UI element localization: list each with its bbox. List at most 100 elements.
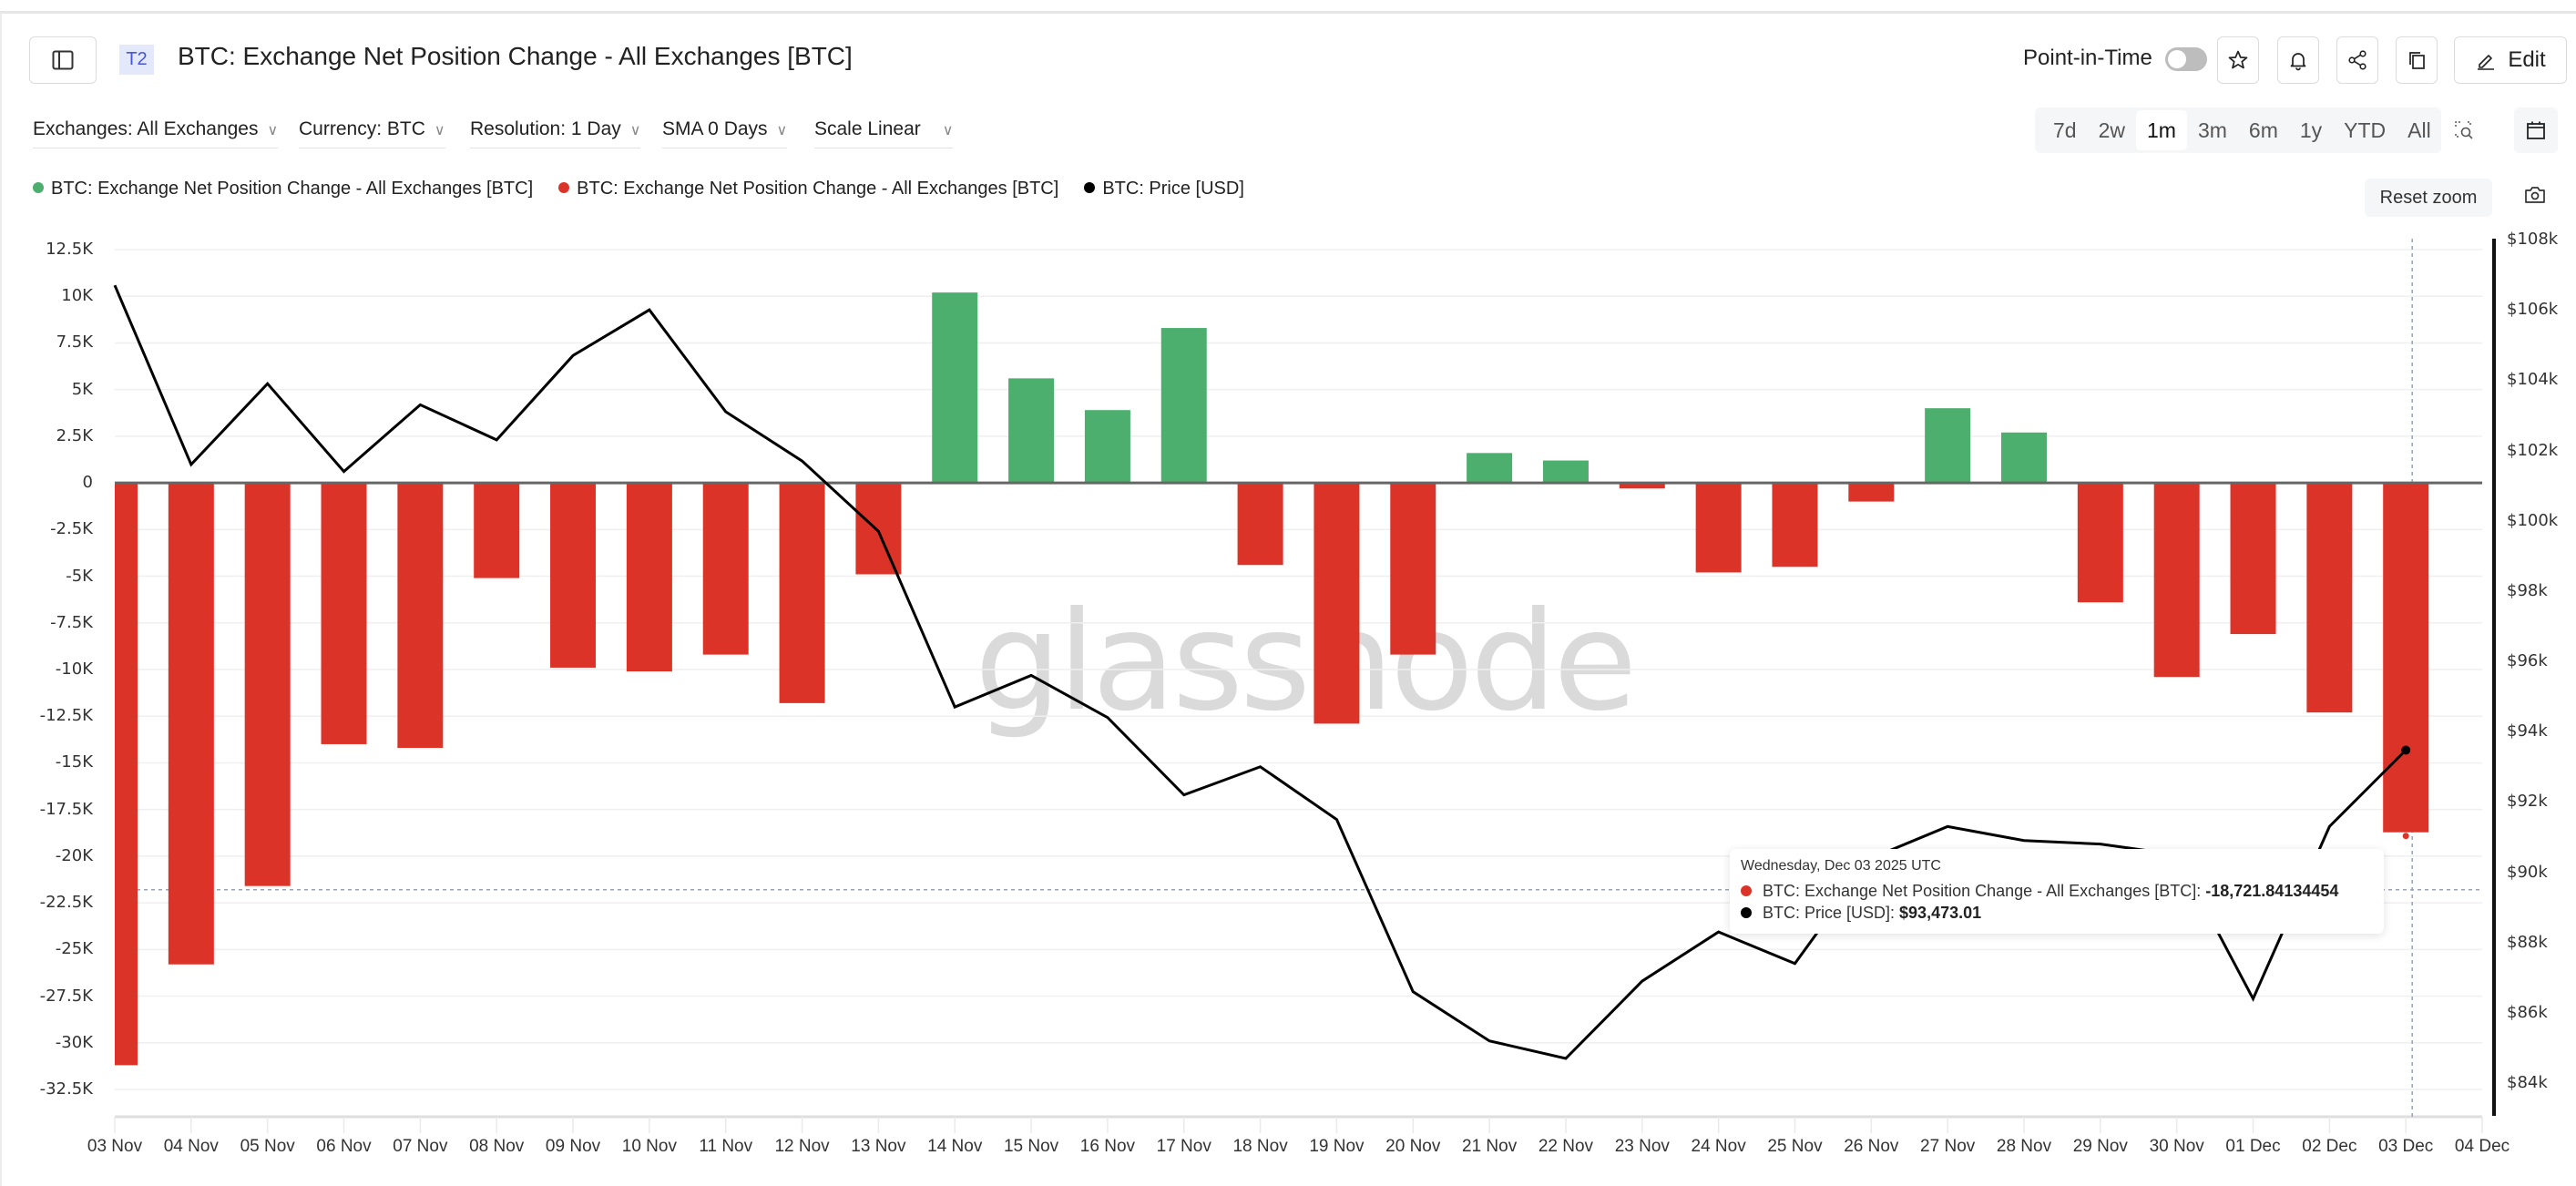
price-tick-label: $90k [2507, 862, 2548, 882]
price-tick-label: $100k [2507, 510, 2559, 530]
chart-legend: BTC: Exchange Net Position Change - All … [33, 179, 1244, 199]
price-tick-label: $106k [2507, 300, 2559, 320]
duplicate-button[interactable] [2396, 36, 2438, 84]
bar[interactable] [1160, 328, 1207, 484]
bar[interactable] [115, 483, 138, 1066]
x-tick-label: 01 Dec [2225, 1137, 2281, 1156]
bar[interactable] [2077, 483, 2123, 603]
legend-item-outflow[interactable]: BTC: Exchange Net Position Change - All … [558, 179, 1058, 199]
y-tick-label: -12.5K [39, 706, 93, 726]
x-tick-label: 14 Nov [927, 1137, 983, 1156]
x-tick-label: 19 Nov [1309, 1137, 1365, 1156]
dropdown-label: Scale Linear [814, 118, 921, 139]
price-tick-label: $98k [2507, 580, 2548, 600]
x-tick-label: 11 Nov [699, 1137, 753, 1156]
bar[interactable] [321, 483, 367, 744]
bar[interactable] [1695, 483, 1742, 573]
currency-dropdown[interactable]: Currency: BTC ∨ [299, 118, 445, 148]
bar[interactable] [1314, 483, 1360, 724]
edit-label: Edit [2508, 47, 2546, 72]
bar[interactable] [626, 483, 672, 672]
legend-label: BTC: Exchange Net Position Change - All … [51, 179, 534, 199]
range-6m[interactable]: 6m [2248, 118, 2278, 142]
point-in-time-label: Point-in-Time [2023, 46, 2152, 70]
zoom-select-button[interactable] [2442, 110, 2486, 150]
range-2w[interactable]: 2w [2098, 118, 2125, 142]
bar[interactable] [168, 483, 214, 965]
x-tick-label: 25 Nov [1767, 1137, 1823, 1156]
bar[interactable] [1925, 408, 1971, 484]
x-tick-label: 30 Nov [2149, 1137, 2204, 1156]
x-tick-label: 15 Nov [1003, 1137, 1059, 1156]
y-tick-label: -15K [55, 752, 93, 772]
reset-zoom-button[interactable]: Reset zoom [2365, 179, 2492, 217]
x-tick-label: 29 Nov [2072, 1137, 2128, 1156]
date-picker-button[interactable] [2514, 107, 2558, 153]
bar[interactable] [474, 483, 520, 578]
calendar-icon [2527, 121, 2545, 139]
tooltip-dot-red [1741, 885, 1752, 896]
legend-item-price[interactable]: BTC: Price [USD] [1084, 179, 1244, 199]
y-tick-label: 5K [71, 379, 93, 399]
bar[interactable] [1237, 483, 1283, 566]
range-7d[interactable]: 7d [2053, 118, 2077, 142]
range-all[interactable]: All [2407, 118, 2431, 142]
edit-button[interactable]: Edit [2454, 36, 2567, 84]
bar[interactable] [1084, 410, 1130, 484]
bar[interactable] [1772, 483, 1818, 567]
range-3m[interactable]: 3m [2197, 118, 2227, 142]
bar[interactable] [1467, 453, 1513, 484]
range-1m[interactable]: 1m [2136, 110, 2187, 150]
bar[interactable] [932, 292, 978, 484]
bar[interactable] [1542, 460, 1589, 484]
scale-dropdown[interactable]: Scale Linear ∨ [814, 118, 954, 148]
x-tick-label: 02 Dec [2302, 1137, 2357, 1156]
bar[interactable] [2001, 432, 2047, 484]
y-tick-label: -10K [55, 659, 93, 679]
bar[interactable] [702, 483, 749, 655]
bar[interactable] [2306, 483, 2353, 713]
y-tick-label: -20K [55, 845, 93, 865]
price-tick-label: $84k [2507, 1073, 2548, 1092]
legend-dot-green [33, 182, 44, 193]
bar[interactable] [244, 483, 291, 886]
bar[interactable] [779, 483, 825, 703]
range-ytd[interactable]: YTD [2344, 118, 2387, 142]
resolution-dropdown[interactable]: Resolution: 1 Day ∨ [470, 118, 641, 148]
share-button[interactable] [2336, 36, 2378, 84]
screenshot-button[interactable] [2523, 184, 2547, 210]
star-icon [2228, 50, 2248, 69]
favorite-button[interactable] [2217, 36, 2259, 84]
bar[interactable] [2153, 483, 2200, 678]
bar[interactable] [1390, 483, 1436, 655]
tooltip-value: $93,473.01 [1899, 904, 1982, 922]
point-in-time-toggle[interactable] [2165, 47, 2207, 71]
bar[interactable] [2383, 483, 2429, 833]
x-tick-label: 17 Nov [1156, 1137, 1211, 1156]
x-tick-label: 28 Nov [1996, 1137, 2052, 1156]
y-tick-label: -30K [55, 1032, 93, 1052]
bar[interactable] [1619, 483, 1665, 489]
bar[interactable] [1848, 483, 1895, 502]
chevron-down-icon: ∨ [434, 123, 445, 138]
exchanges-dropdown[interactable]: Exchanges: All Exchanges ∨ [33, 118, 279, 148]
bar[interactable] [397, 483, 444, 749]
y-tick-label: 2.5K [56, 425, 93, 445]
bar[interactable] [550, 483, 597, 668]
bar[interactable] [1008, 378, 1055, 484]
x-tick-label: 13 Nov [851, 1137, 906, 1156]
top-divider [0, 11, 2576, 14]
x-tick-label: 04 Dec [2454, 1137, 2510, 1156]
tooltip-dot-black [1741, 907, 1752, 918]
sma-dropdown[interactable]: SMA 0 Days ∨ [662, 118, 788, 148]
legend-item-inflow[interactable]: BTC: Exchange Net Position Change - All … [33, 179, 533, 199]
range-1y[interactable]: 1y [2299, 118, 2323, 142]
y-tick-label: -17.5K [39, 799, 93, 819]
toggle-sidebar-button[interactable] [29, 36, 97, 84]
bar[interactable] [2230, 483, 2276, 635]
alert-button[interactable] [2277, 36, 2319, 84]
bar[interactable] [855, 483, 902, 575]
glassnode-watermark: glassnode [975, 583, 1637, 741]
price-tick-label: $102k [2507, 440, 2559, 460]
